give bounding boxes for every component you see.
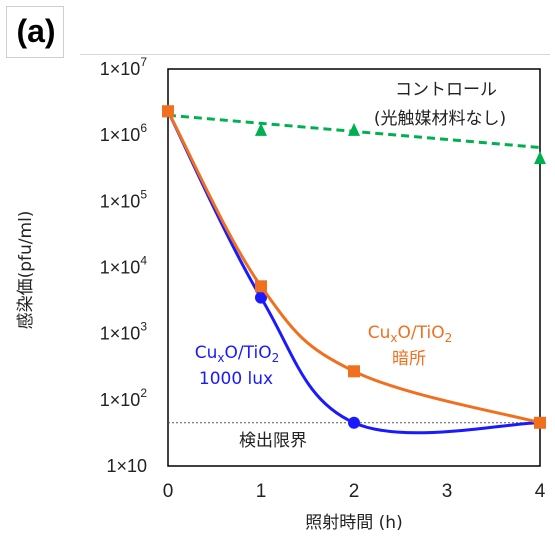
y-axis-label: 感染価(pfu/ml) <box>16 211 36 330</box>
plot-frame <box>167 68 541 467</box>
data-point-square <box>534 416 546 429</box>
series-line <box>166 110 541 425</box>
data-point-square <box>162 105 174 118</box>
y-tick-label: 1×104 <box>100 254 148 278</box>
series-group <box>162 104 546 435</box>
dark-sub-2: 2 <box>445 331 453 345</box>
light-annotation-line2: 1000 lux <box>199 369 273 389</box>
light-sub-2: 2 <box>272 351 280 365</box>
x-tick-label: 2 <box>349 481 360 502</box>
dark-cu: Cu <box>368 323 391 343</box>
light-cu: Cu <box>195 343 218 363</box>
x-tick-label: 0 <box>163 481 174 502</box>
detection-limit-label: 検出限界 <box>239 431 307 451</box>
control-annotation-line1: コントロール <box>395 80 497 100</box>
panel-label: (a) <box>16 13 56 49</box>
dark-sub-x: x <box>390 331 397 345</box>
dark-annotation-line2: 暗所 <box>392 349 426 369</box>
x-ticks: 0 1 2 3 4 <box>163 481 546 502</box>
data-point-triangle <box>534 151 546 165</box>
y-tick-label: 1×105 <box>100 187 148 211</box>
series-2 <box>162 105 546 429</box>
data-point-square <box>348 365 360 378</box>
x-axis-label: 照射時間 (h) <box>305 513 402 533</box>
y-tick-label: 1×102 <box>100 386 148 410</box>
y-tick-label: 1×106 <box>100 121 148 145</box>
top-divider <box>80 54 550 55</box>
control-annotation-line2: (光触媒材料なし) <box>374 109 506 129</box>
light-annotation-line1: CuxO/TiO2 <box>195 343 279 365</box>
data-point-square <box>255 280 267 293</box>
dark-oti: O/TiO <box>398 323 445 343</box>
y-ticks: 1×107 1×106 1×105 1×104 1×103 1×102 1×10 <box>100 55 148 476</box>
data-point-circle <box>348 416 360 429</box>
light-sub-x: x <box>217 351 224 365</box>
dark-annotation-line1: CuxO/TiO2 <box>368 323 452 345</box>
x-tick-label: 4 <box>535 481 546 502</box>
data-point-circle <box>255 291 267 304</box>
data-point-triangle <box>255 122 267 136</box>
light-oti: O/TiO <box>225 343 272 363</box>
y-tick-label: 1×103 <box>100 320 148 344</box>
y-tick-label: 1×10 <box>106 456 147 476</box>
y-tick-label: 1×107 <box>100 55 148 79</box>
x-tick-label: 1 <box>256 481 267 502</box>
x-tick-label: 3 <box>442 481 453 502</box>
panel-label-box: (a) <box>6 6 64 58</box>
data-point-triangle <box>348 122 360 136</box>
